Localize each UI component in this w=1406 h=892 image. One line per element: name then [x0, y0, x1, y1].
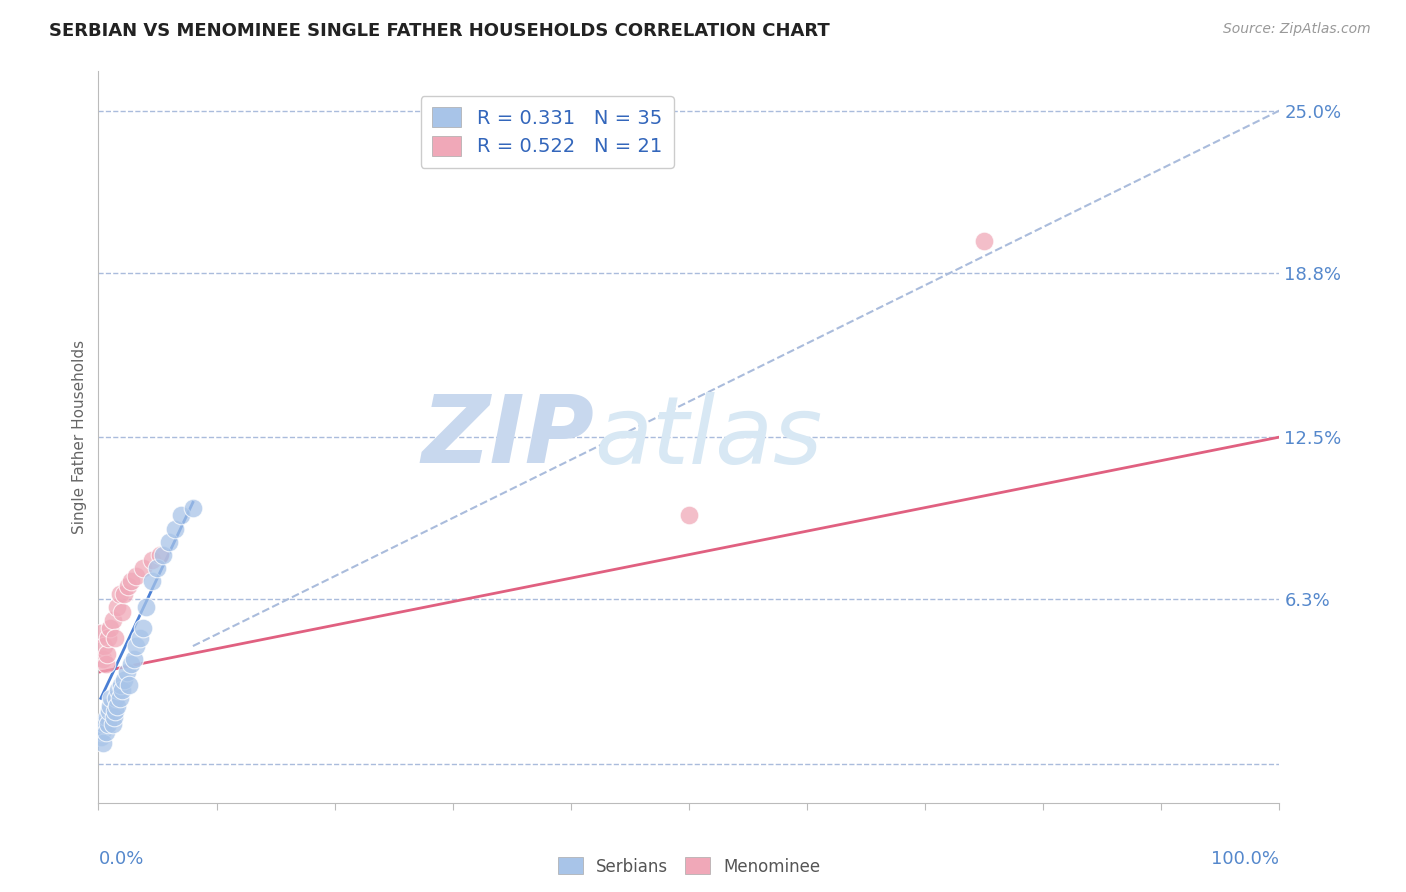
Y-axis label: Single Father Households: Single Father Households	[72, 340, 87, 534]
Point	[141, 574, 163, 588]
Point	[117, 579, 139, 593]
Point	[97, 717, 120, 731]
Point	[97, 632, 120, 646]
Text: ZIP: ZIP	[422, 391, 595, 483]
Point	[91, 725, 114, 739]
Point	[122, 652, 145, 666]
Point	[104, 705, 127, 719]
Point	[93, 717, 115, 731]
Point	[111, 683, 134, 698]
Point	[101, 613, 124, 627]
Point	[93, 639, 115, 653]
Point	[105, 699, 128, 714]
Point	[118, 678, 141, 692]
Point	[94, 725, 117, 739]
Point	[112, 673, 135, 687]
Point	[157, 534, 180, 549]
Point	[181, 500, 204, 515]
Point	[128, 632, 150, 646]
Point	[105, 691, 128, 706]
Point	[115, 665, 138, 680]
Point	[165, 521, 187, 535]
Point	[678, 508, 700, 523]
Point	[108, 691, 131, 706]
Point	[132, 560, 155, 574]
Point	[96, 647, 118, 661]
Text: atlas: atlas	[595, 392, 823, 483]
Point	[91, 736, 114, 750]
Point	[90, 626, 112, 640]
Point	[146, 560, 169, 574]
Point	[98, 699, 121, 714]
Text: 100.0%: 100.0%	[1212, 850, 1279, 868]
Point	[100, 691, 122, 706]
Point	[152, 548, 174, 562]
Legend: Serbians, Menominee: Serbians, Menominee	[551, 851, 827, 882]
Point	[105, 599, 128, 614]
Point	[98, 705, 121, 719]
Point	[132, 621, 155, 635]
Point	[103, 709, 125, 723]
Point	[973, 234, 995, 248]
Point	[121, 657, 143, 672]
Text: SERBIAN VS MENOMINEE SINGLE FATHER HOUSEHOLDS CORRELATION CHART: SERBIAN VS MENOMINEE SINGLE FATHER HOUSE…	[49, 22, 830, 40]
Point	[135, 599, 157, 614]
Point	[170, 508, 193, 523]
Point	[96, 709, 118, 723]
Point	[104, 632, 127, 646]
Point	[141, 553, 163, 567]
Point	[125, 568, 148, 582]
Point	[125, 639, 148, 653]
Point	[149, 548, 172, 562]
Point	[107, 683, 129, 698]
Text: 0.0%: 0.0%	[98, 850, 143, 868]
Point	[108, 587, 131, 601]
Point	[121, 574, 143, 588]
Point	[111, 605, 134, 619]
Point	[90, 731, 112, 745]
Point	[94, 657, 117, 672]
Point	[110, 678, 132, 692]
Point	[101, 717, 124, 731]
Point	[112, 587, 135, 601]
Point	[91, 652, 114, 666]
Text: Source: ZipAtlas.com: Source: ZipAtlas.com	[1223, 22, 1371, 37]
Point	[98, 621, 121, 635]
